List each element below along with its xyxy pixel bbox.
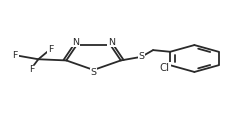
Text: S: S (91, 68, 96, 77)
Text: F: F (13, 51, 18, 60)
Text: F: F (48, 45, 53, 54)
Text: F: F (29, 65, 35, 74)
Text: N: N (72, 38, 79, 47)
Text: Cl: Cl (160, 63, 170, 73)
Text: S: S (139, 52, 145, 61)
Text: N: N (108, 38, 115, 47)
